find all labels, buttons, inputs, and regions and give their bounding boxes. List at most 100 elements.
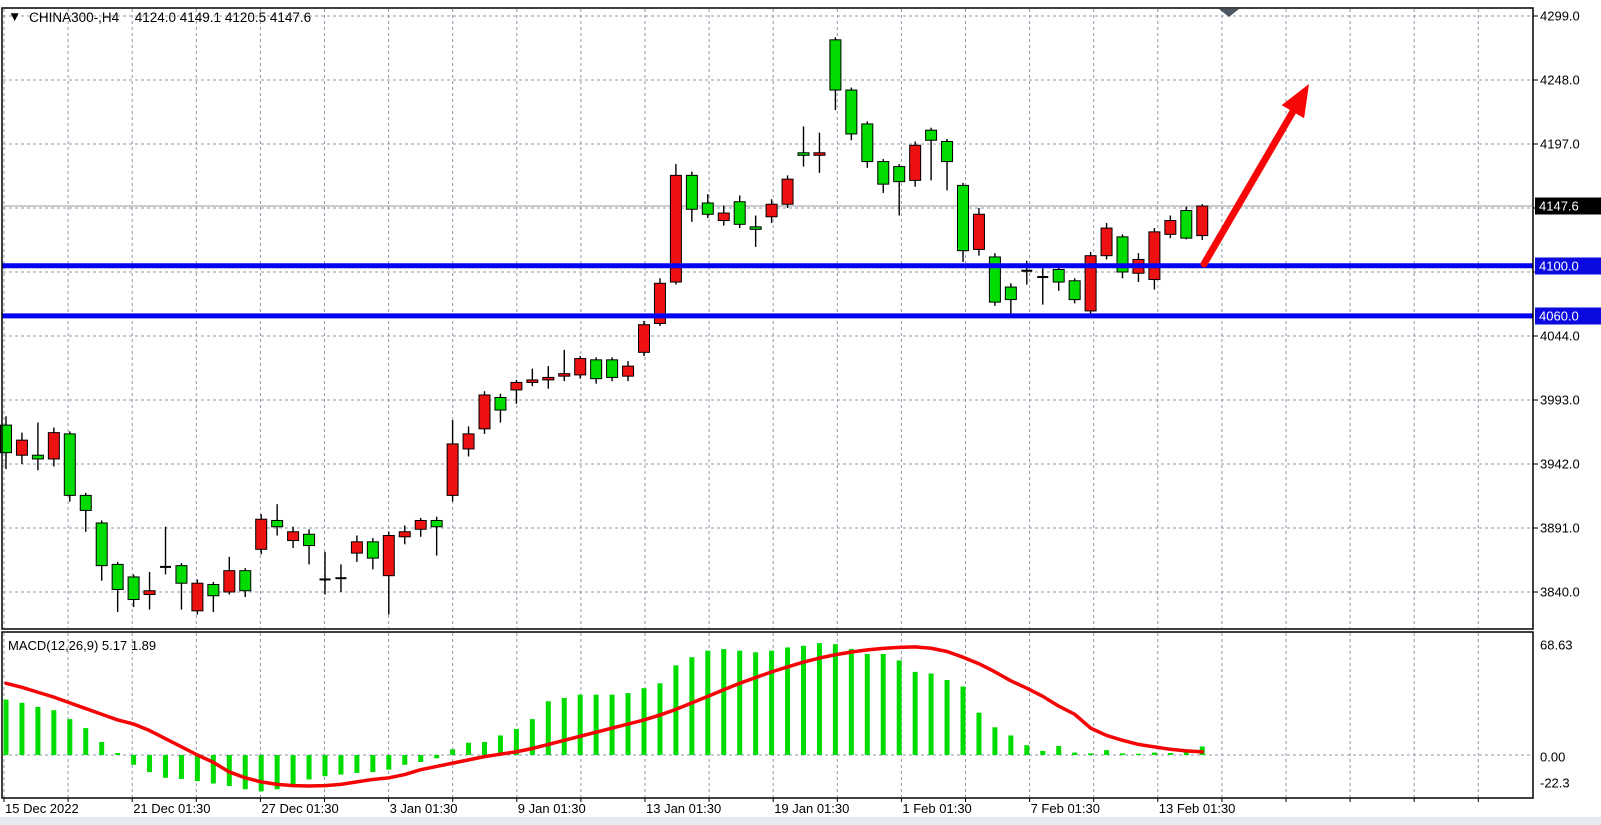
- macd-histogram-bar: [386, 755, 392, 770]
- candle-body: [1116, 236, 1129, 273]
- macd-histogram-bar: [1008, 735, 1014, 755]
- macd-histogram-bar: [753, 652, 759, 755]
- macd-scale-label: 68.63: [1540, 637, 1573, 653]
- macd-histogram-bar: [1024, 745, 1030, 755]
- macd-histogram-bar: [290, 755, 296, 785]
- ohlc-high: 4149.1: [179, 10, 222, 25]
- candle-body: [446, 443, 459, 496]
- candle-body: [909, 144, 922, 181]
- candle-body: [653, 282, 666, 324]
- candle-body: [638, 324, 650, 353]
- macd-histogram-bar: [1104, 750, 1110, 755]
- candle-body: [669, 174, 682, 283]
- trend-arrow-head: [1281, 84, 1309, 119]
- time-axis-label: 19 Jan 01:30: [774, 801, 850, 816]
- candle-body: [398, 531, 411, 538]
- macd-histogram-bar: [785, 647, 791, 755]
- candle-body: [239, 570, 252, 592]
- macd-histogram-bar: [545, 701, 551, 755]
- candle-body: [797, 152, 810, 156]
- macd-histogram-bar: [880, 653, 886, 755]
- candle-body: [606, 359, 619, 378]
- macd-histogram-bar: [1056, 746, 1062, 755]
- macd-signal-line: [4, 645, 1204, 788]
- candle-body: [111, 563, 124, 590]
- macd-histogram-bar: [816, 643, 822, 755]
- macd-histogram-bar: [1088, 753, 1094, 755]
- symbol-dropdown-icon[interactable]: ▼: [8, 9, 22, 24]
- macd-histogram-bar: [274, 755, 280, 790]
- macd-histogram-bar: [896, 660, 902, 755]
- macd-histogram-bar: [306, 755, 312, 780]
- chart-shift-marker-icon: [1219, 9, 1239, 17]
- candle-body: [1004, 286, 1017, 301]
- macd-histogram-bar: [131, 755, 137, 765]
- candle-body: [749, 226, 762, 230]
- overlay-objects-layer: [2, 9, 1533, 319]
- candle-body: [0, 424, 12, 454]
- macd-histogram-bar: [561, 697, 567, 755]
- macd-histogram-bar: [418, 755, 424, 763]
- macd-histogram-bar: [51, 710, 57, 755]
- candle-body: [845, 89, 858, 135]
- macd-histogram-bar: [210, 755, 216, 784]
- time-axis-label: 21 Dec 01:30: [133, 801, 211, 816]
- candle-body: [223, 570, 236, 593]
- price-axis-label: 3993.0: [1540, 392, 1580, 408]
- candle-body: [877, 161, 890, 185]
- macd-histogram-bar: [497, 735, 503, 755]
- level-price-badge: 4100.0: [1535, 257, 1601, 275]
- candle-body: [988, 256, 1001, 303]
- ohlc-low: 4120.5: [224, 10, 267, 25]
- candle-body: [622, 365, 635, 377]
- candle-body: [63, 433, 76, 496]
- macd-histogram-bar: [1151, 752, 1157, 755]
- macd-histogram-bar: [976, 712, 982, 755]
- macd-histogram-bar: [657, 683, 663, 755]
- time-axis-label: 7 Feb 01:30: [1030, 801, 1100, 816]
- macd-histogram-bar: [848, 649, 854, 755]
- macd-histogram-bar: [370, 755, 376, 773]
- candle-body: [350, 541, 363, 554]
- macd-histogram-bar: [115, 753, 121, 755]
- candle-body: [127, 576, 140, 601]
- candle-body: [893, 166, 906, 183]
- candlestick-layer: [0, 37, 1532, 615]
- macd-histogram-bar: [3, 699, 9, 755]
- macd-histogram-bar: [912, 671, 918, 755]
- price-axis-label: 4197.0: [1540, 136, 1580, 152]
- macd-scale-label: 0.00: [1540, 749, 1566, 765]
- macd-histogram-bar: [513, 728, 519, 755]
- candle-body: [526, 379, 539, 383]
- macd-histogram-bar: [194, 755, 200, 782]
- candle-body: [175, 565, 188, 584]
- macd-histogram-bar: [242, 755, 248, 790]
- current-price-badge: 4147.6: [1535, 197, 1601, 215]
- candle-body: [143, 590, 156, 596]
- candle-body: [255, 518, 268, 550]
- macd-histogram-bar: [721, 649, 727, 755]
- macd-histogram-bar: [1072, 752, 1078, 755]
- macd-histogram-bar: [434, 755, 440, 759]
- macd-histogram-bar: [1040, 750, 1046, 755]
- candle-body: [590, 359, 603, 380]
- candle-body: [462, 433, 475, 450]
- candle-body: [414, 519, 427, 530]
- macd-histogram-bar: [99, 741, 105, 755]
- ohlc-close: 4147.6: [269, 10, 312, 25]
- macd-histogram-bar: [482, 741, 487, 755]
- macd-histogram-bar: [1167, 753, 1173, 755]
- time-axis-label: 9 Jan 01:30: [517, 801, 586, 816]
- macd-histogram-bar: [1135, 753, 1141, 755]
- macd-indicator-layer: [3, 643, 1205, 792]
- candle-body: [829, 39, 842, 91]
- candle-body: [382, 535, 395, 577]
- price-axis-label: 3891.0: [1540, 520, 1580, 536]
- price-axis-label: 3840.0: [1540, 584, 1580, 600]
- macd-histogram-bar: [163, 755, 168, 778]
- macd-scale-label: -22.3: [1540, 775, 1570, 791]
- candle-body: [1180, 210, 1193, 239]
- candle-body: [558, 373, 571, 377]
- macd-histogram-bar: [960, 686, 966, 755]
